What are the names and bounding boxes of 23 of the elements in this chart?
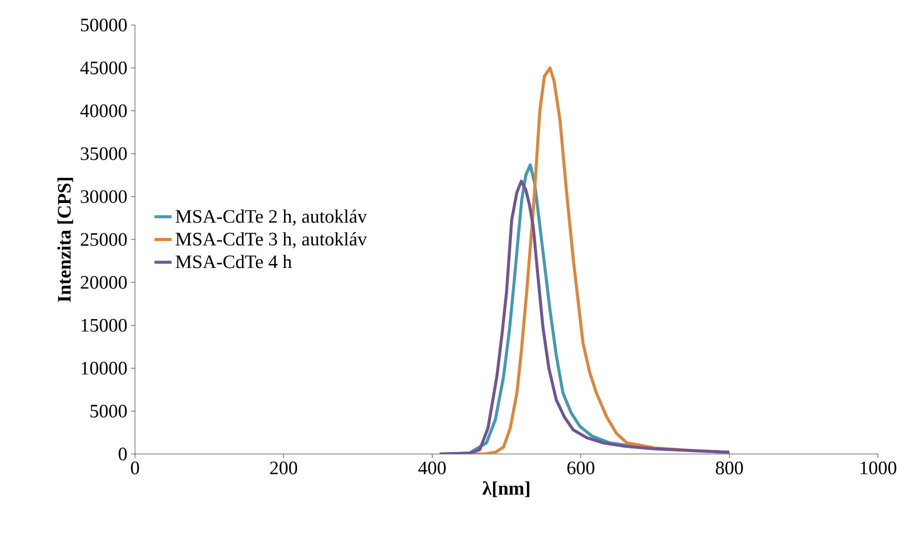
- y-tick-label: 5000: [90, 404, 127, 418]
- x-tick-label: 600: [567, 462, 594, 474]
- y-tick-label: 35000: [80, 147, 127, 160]
- y-tick-label: 30000: [80, 190, 127, 204]
- x-tick-label: 0: [130, 462, 140, 474]
- y-tick-label: 40000: [80, 104, 127, 118]
- y-tick-label: 10000: [82, 362, 127, 375]
- y-axis-title: Intenzita [CPS]: [57, 178, 74, 302]
- y-tick-label: 15000: [82, 318, 127, 332]
- line-series: [438, 180, 731, 454]
- x-tick-label: 1000: [860, 462, 896, 474]
- y-tick-label: 0: [118, 448, 127, 460]
- x-axis-title: λ[nm]: [482, 481, 530, 498]
- y-tick-label: 20000: [80, 276, 127, 289]
- y-tick-label: 45000: [80, 62, 127, 74]
- legend-label: MSA-CdTe 2 h, autokláv: [176, 209, 367, 226]
- legend-label: MSA-CdTe 3 h, autokláv: [176, 232, 367, 248]
- x-tick-label: 200: [270, 462, 298, 474]
- legend-label: MSA-CdTe 4 h: [176, 254, 292, 268]
- x-tick-label: 800: [716, 462, 743, 474]
- y-tick-label: 25000: [80, 233, 127, 246]
- y-tick-label: 50000: [81, 18, 127, 32]
- x-tick-label: 400: [418, 462, 446, 474]
